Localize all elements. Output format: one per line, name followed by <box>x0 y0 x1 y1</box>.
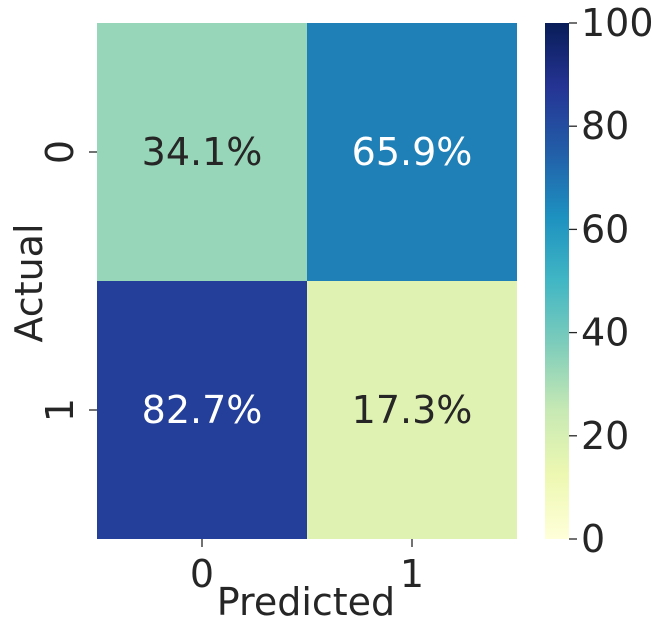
x-axis-label: Predicted <box>217 580 395 624</box>
cell-label-r1-c1: 17.3% <box>352 388 473 432</box>
y-tick-label-0: 0 <box>38 140 82 164</box>
colorbar <box>545 23 569 539</box>
cell-label-r0-c1: 65.9% <box>352 130 473 174</box>
colorbar-tick-label-4: 80 <box>581 104 629 148</box>
colorbar-tick-label-5: 100 <box>581 1 653 45</box>
cell-label-r1-c0: 82.7% <box>142 388 263 432</box>
y-tick-label-1: 1 <box>38 398 82 422</box>
colorbar-tick-label-2: 40 <box>581 311 629 355</box>
colorbar-ticks: 0 20 40 60 80 100 <box>569 1 653 561</box>
x-tick-label-1: 1 <box>400 552 424 596</box>
colorbar-tick-label-1: 20 <box>581 414 629 458</box>
x-tick-label-0: 0 <box>190 552 214 596</box>
y-axis-label: Actual <box>7 223 51 342</box>
heatmap-cells <box>97 23 517 539</box>
colorbar-tick-label-0: 0 <box>581 517 605 561</box>
cell-label-r0-c0: 34.1% <box>142 130 263 174</box>
colorbar-tick-label-3: 60 <box>581 207 629 251</box>
